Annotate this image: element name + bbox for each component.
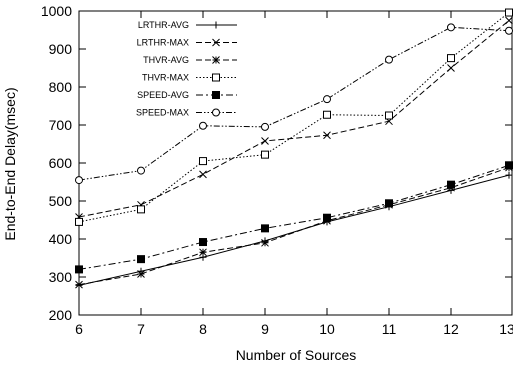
y-tick-label: 500: [49, 193, 73, 209]
y-axis-title: End-to-End Delay(msec): [2, 87, 18, 240]
axis-ticks: [78, 10, 513, 316]
data-point-filled-square: [447, 180, 455, 189]
axis-tick-labels: 6 7 8 9 10 11 12 13 200 300 400 500 600 700 800 900 1000: [41, 3, 513, 337]
data-point-open-circle: [199, 121, 207, 130]
x-axis-title: Number of Sources: [236, 347, 357, 363]
data-point-cross: [212, 38, 220, 47]
y-tick-label: 700: [49, 117, 73, 133]
legend-item-lrthr-max: LRTHR-MAX: [137, 38, 237, 48]
data-point-filled-square: [212, 91, 220, 99]
legend-label: SPEED-AVG: [137, 90, 189, 100]
data-point-cross: [323, 131, 331, 140]
series-line: [78, 12, 510, 223]
series-lrthr-max: [75, 16, 513, 221]
data-point-open-square: [385, 111, 393, 120]
data-point-star: [75, 280, 83, 289]
data-point-open-square: [323, 110, 331, 119]
legend-label: LRTHR-AVG: [138, 20, 189, 30]
y-tick-label: 600: [49, 155, 73, 171]
data-point-open-circle: [212, 108, 220, 117]
data-point-filled-square: [261, 224, 269, 233]
series-line: [78, 174, 510, 286]
legend-item-lrthr-avg: LRTHR-AVG: [138, 20, 237, 30]
data-point-filled-square: [75, 265, 83, 274]
x-tick-label: 8: [199, 321, 207, 337]
legend: LRTHR-AVG LRTHR-MAX THVR-AVG THVR-MAX SPEED-…: [136, 20, 237, 118]
legend-label: THVR-AVG: [143, 55, 189, 65]
data-point-filled-square: [199, 238, 207, 247]
x-tick-label: 10: [319, 321, 335, 337]
series-thvr-max: [75, 8, 513, 226]
data-point-cross: [261, 137, 269, 145]
y-tick-label: 1000: [41, 3, 72, 19]
series-line: [78, 26, 510, 181]
series-speed-avg: [75, 161, 513, 274]
x-tick-label: 12: [443, 321, 459, 337]
series-line: [78, 164, 510, 270]
data-point-open-square: [137, 205, 145, 214]
y-tick-label: 400: [49, 231, 73, 247]
data-point-star: [212, 56, 220, 64]
x-tick-label: 7: [137, 321, 145, 337]
data-point-cross: [447, 64, 455, 72]
y-tick-label: 300: [49, 269, 73, 285]
y-tick-label: 800: [49, 79, 73, 95]
data-point-open-circle: [137, 166, 145, 175]
x-tick-label: 13: [499, 321, 513, 337]
x-tick-label: 9: [261, 321, 269, 337]
data-point-open-square: [261, 150, 269, 159]
data-point-filled-square: [385, 199, 393, 208]
data-point-cross: [199, 170, 207, 179]
data-point-cross: [505, 16, 513, 25]
data-point-filled-square: [323, 213, 331, 222]
legend-item-thvr-avg: THVR-AVG: [143, 55, 237, 65]
data-point-open-circle: [447, 23, 455, 32]
data-point-open-square: [199, 157, 207, 166]
series-speed-max: [75, 23, 513, 185]
data-point-plus: [212, 21, 220, 29]
data-point-star: [137, 270, 145, 278]
legend-label: SPEED-MAX: [136, 108, 189, 118]
data-point-open-square: [505, 8, 513, 17]
data-point-open-circle: [505, 26, 513, 35]
series-line: [78, 167, 510, 286]
series-line: [78, 20, 510, 218]
y-tick-label: 900: [49, 41, 73, 57]
data-point-open-circle: [261, 122, 269, 131]
legend-item-thvr-max: THVR-MAX: [142, 73, 237, 83]
data-point-open-circle: [323, 95, 331, 104]
data-point-open-circle: [75, 176, 83, 185]
data-point-star: [199, 248, 207, 257]
data-point-star: [261, 238, 269, 247]
data-point-open-circle: [385, 55, 393, 64]
legend-label: LRTHR-MAX: [137, 38, 189, 48]
legend-label: THVR-MAX: [142, 73, 189, 83]
data-point-open-square: [212, 73, 220, 82]
series-lines: [75, 8, 513, 289]
data-point-open-square: [75, 217, 83, 226]
data-point-filled-square: [137, 255, 145, 264]
data-point-filled-square: [505, 161, 513, 170]
data-point-open-square: [447, 54, 455, 63]
x-tick-label: 6: [75, 321, 83, 337]
y-tick-label: 200: [49, 307, 73, 323]
x-tick-label: 11: [382, 321, 397, 337]
legend-item-speed-max: SPEED-MAX: [136, 108, 237, 118]
data-point-plus: [505, 171, 513, 179]
legend-item-speed-avg: SPEED-AVG: [137, 90, 237, 100]
